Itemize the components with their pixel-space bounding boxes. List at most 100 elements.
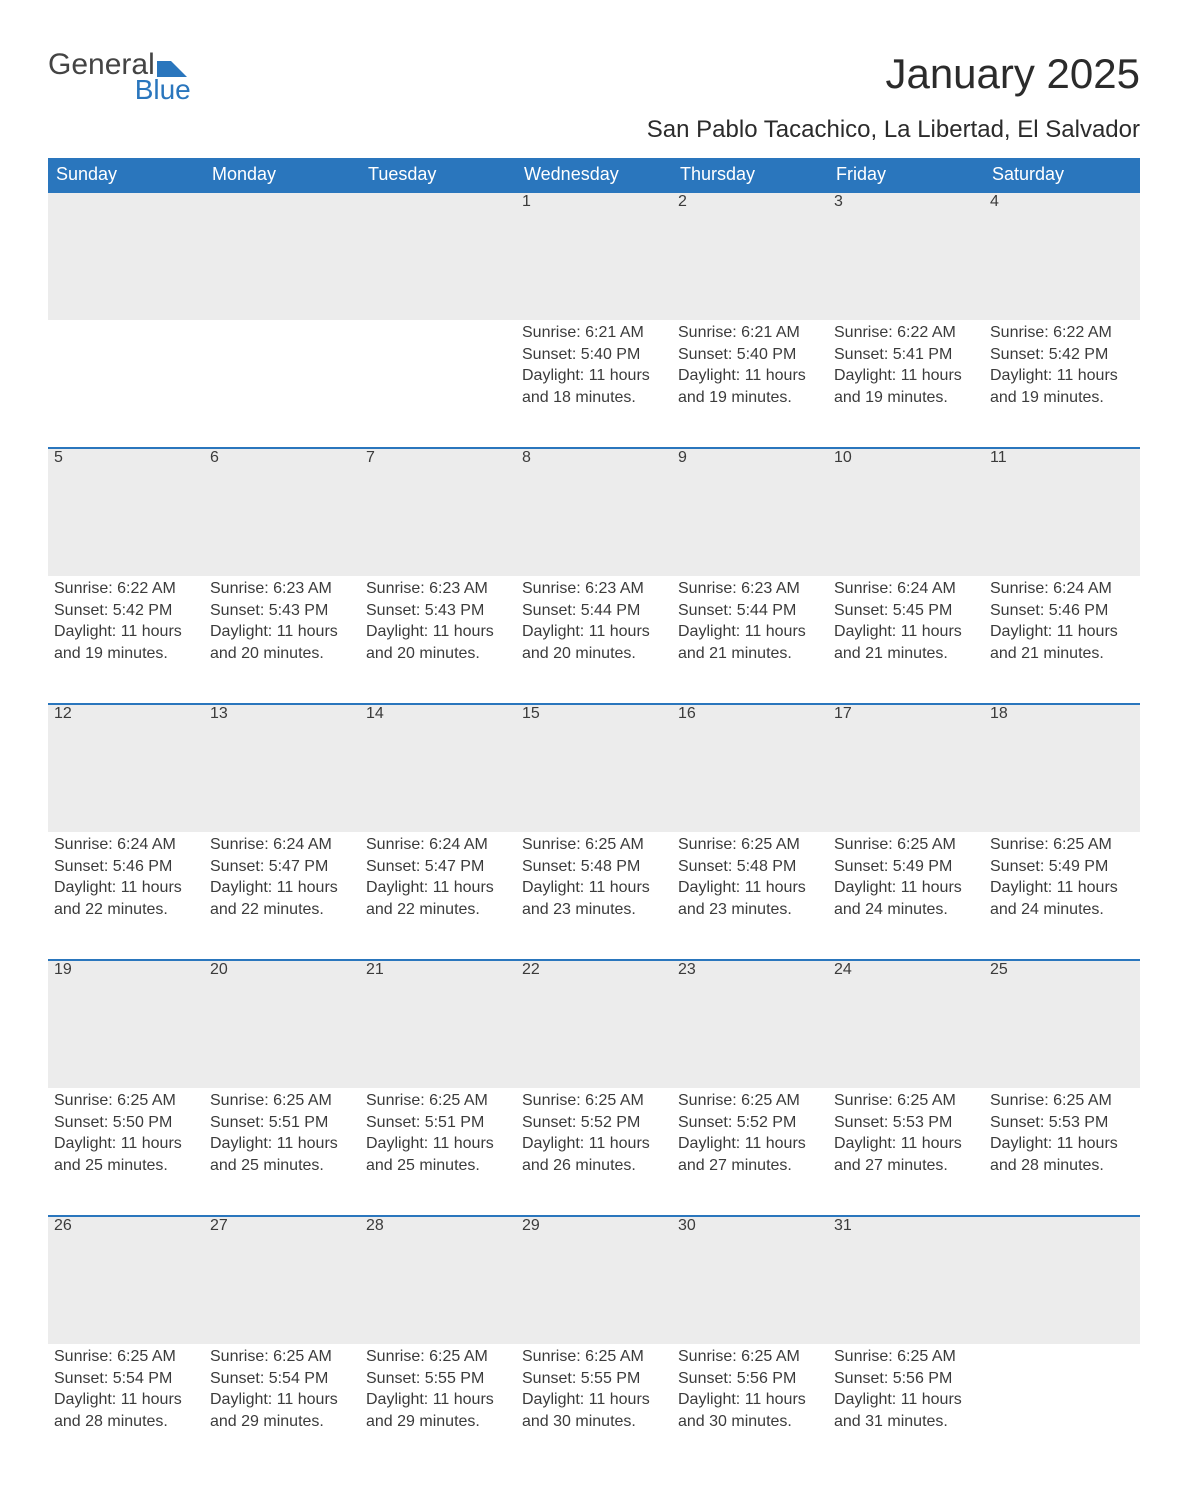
sunset-line: Sunset: 5:43 PM [210,600,354,622]
day-details: Sunrise: 6:25 AMSunset: 5:51 PMDaylight:… [366,1088,510,1176]
day-cell: Sunrise: 6:25 AMSunset: 5:54 PMDaylight:… [204,1344,360,1472]
daylight-line: Daylight: 11 hours and 22 minutes. [210,877,354,920]
day-number-cell [48,192,204,320]
day-number-cell: 6 [204,448,360,576]
day-number-cell: 8 [516,448,672,576]
day-cell: Sunrise: 6:21 AMSunset: 5:40 PMDaylight:… [672,320,828,448]
sunset-line: Sunset: 5:55 PM [522,1368,666,1390]
day-details: Sunrise: 6:25 AMSunset: 5:53 PMDaylight:… [834,1088,978,1176]
sunrise-line: Sunrise: 6:23 AM [522,578,666,600]
sunrise-line: Sunrise: 6:25 AM [54,1090,198,1112]
daylight-line: Daylight: 11 hours and 28 minutes. [990,1133,1134,1176]
sunset-line: Sunset: 5:53 PM [990,1112,1134,1134]
day-cell: Sunrise: 6:25 AMSunset: 5:56 PMDaylight:… [672,1344,828,1472]
day-details: Sunrise: 6:25 AMSunset: 5:48 PMDaylight:… [678,832,822,920]
daylight-line: Daylight: 11 hours and 20 minutes. [522,621,666,664]
day-details: Sunrise: 6:25 AMSunset: 5:49 PMDaylight:… [990,832,1134,920]
sunset-line: Sunset: 5:40 PM [522,344,666,366]
daylight-line: Daylight: 11 hours and 31 minutes. [834,1389,978,1432]
sunset-line: Sunset: 5:42 PM [990,344,1134,366]
day-number-cell: 15 [516,704,672,832]
day-cell: Sunrise: 6:24 AMSunset: 5:47 PMDaylight:… [204,832,360,960]
day-cell: Sunrise: 6:25 AMSunset: 5:55 PMDaylight:… [516,1344,672,1472]
sunset-line: Sunset: 5:46 PM [54,856,198,878]
day-cell: Sunrise: 6:24 AMSunset: 5:45 PMDaylight:… [828,576,984,704]
weekday-header-row: SundayMondayTuesdayWednesdayThursdayFrid… [48,158,1140,192]
sunrise-line: Sunrise: 6:24 AM [366,834,510,856]
daylight-line: Daylight: 11 hours and 21 minutes. [678,621,822,664]
day-number-cell: 29 [516,1216,672,1344]
daylight-line: Daylight: 11 hours and 27 minutes. [834,1133,978,1176]
daylight-line: Daylight: 11 hours and 25 minutes. [54,1133,198,1176]
day-details: Sunrise: 6:25 AMSunset: 5:48 PMDaylight:… [522,832,666,920]
day-cell: Sunrise: 6:25 AMSunset: 5:51 PMDaylight:… [360,1088,516,1216]
sunrise-line: Sunrise: 6:25 AM [522,1090,666,1112]
daylight-line: Daylight: 11 hours and 22 minutes. [366,877,510,920]
sunrise-line: Sunrise: 6:24 AM [210,834,354,856]
day-number-cell: 14 [360,704,516,832]
day-details: Sunrise: 6:25 AMSunset: 5:54 PMDaylight:… [210,1344,354,1432]
day-number-cell: 13 [204,704,360,832]
day-details: Sunrise: 6:24 AMSunset: 5:46 PMDaylight:… [990,576,1134,664]
daylight-line: Daylight: 11 hours and 29 minutes. [210,1389,354,1432]
sunrise-line: Sunrise: 6:25 AM [678,1346,822,1368]
sunset-line: Sunset: 5:53 PM [834,1112,978,1134]
month-title: January 2025 [647,50,1140,98]
sunset-line: Sunset: 5:51 PM [210,1112,354,1134]
day-number-row: 567891011 [48,448,1140,576]
weekday-header: Tuesday [360,158,516,192]
weekday-header: Wednesday [516,158,672,192]
daylight-line: Daylight: 11 hours and 19 minutes. [678,365,822,408]
daylight-line: Daylight: 11 hours and 20 minutes. [210,621,354,664]
day-details: Sunrise: 6:24 AMSunset: 5:45 PMDaylight:… [834,576,978,664]
sunset-line: Sunset: 5:41 PM [834,344,978,366]
day-body-row: Sunrise: 6:24 AMSunset: 5:46 PMDaylight:… [48,832,1140,960]
sunrise-line: Sunrise: 6:21 AM [678,322,822,344]
day-number-cell: 30 [672,1216,828,1344]
day-details: Sunrise: 6:21 AMSunset: 5:40 PMDaylight:… [678,320,822,408]
sunset-line: Sunset: 5:49 PM [834,856,978,878]
sunrise-line: Sunrise: 6:23 AM [366,578,510,600]
day-details: Sunrise: 6:23 AMSunset: 5:44 PMDaylight:… [678,576,822,664]
sunrise-line: Sunrise: 6:22 AM [834,322,978,344]
day-details: Sunrise: 6:25 AMSunset: 5:52 PMDaylight:… [522,1088,666,1176]
day-details: Sunrise: 6:24 AMSunset: 5:46 PMDaylight:… [54,832,198,920]
day-cell: Sunrise: 6:25 AMSunset: 5:48 PMDaylight:… [516,832,672,960]
day-cell [48,320,204,448]
day-body-row: Sunrise: 6:22 AMSunset: 5:42 PMDaylight:… [48,576,1140,704]
day-number-cell: 28 [360,1216,516,1344]
sunrise-line: Sunrise: 6:24 AM [990,578,1134,600]
day-number-cell: 12 [48,704,204,832]
daylight-line: Daylight: 11 hours and 27 minutes. [678,1133,822,1176]
day-number-cell: 10 [828,448,984,576]
day-number-cell: 16 [672,704,828,832]
sunset-line: Sunset: 5:44 PM [522,600,666,622]
daylight-line: Daylight: 11 hours and 25 minutes. [366,1133,510,1176]
sunrise-line: Sunrise: 6:25 AM [678,1090,822,1112]
calendar-table: SundayMondayTuesdayWednesdayThursdayFrid… [48,158,1140,1472]
sunset-line: Sunset: 5:46 PM [990,600,1134,622]
daylight-line: Daylight: 11 hours and 21 minutes. [990,621,1134,664]
day-cell: Sunrise: 6:23 AMSunset: 5:43 PMDaylight:… [204,576,360,704]
sunrise-line: Sunrise: 6:25 AM [54,1346,198,1368]
sunset-line: Sunset: 5:48 PM [522,856,666,878]
day-number-cell: 21 [360,960,516,1088]
day-number-cell: 24 [828,960,984,1088]
sunset-line: Sunset: 5:51 PM [366,1112,510,1134]
day-body-row: Sunrise: 6:25 AMSunset: 5:54 PMDaylight:… [48,1344,1140,1472]
day-details: Sunrise: 6:24 AMSunset: 5:47 PMDaylight:… [366,832,510,920]
day-number-cell: 11 [984,448,1140,576]
day-number-cell: 20 [204,960,360,1088]
sunset-line: Sunset: 5:49 PM [990,856,1134,878]
day-number-cell: 26 [48,1216,204,1344]
sunset-line: Sunset: 5:52 PM [678,1112,822,1134]
day-number-cell: 3 [828,192,984,320]
day-number-cell: 17 [828,704,984,832]
day-details: Sunrise: 6:23 AMSunset: 5:43 PMDaylight:… [366,576,510,664]
sunrise-line: Sunrise: 6:24 AM [54,834,198,856]
sunrise-line: Sunrise: 6:25 AM [834,834,978,856]
page-header: General Blue January 2025 San Pablo Taca… [48,50,1140,144]
day-details: Sunrise: 6:25 AMSunset: 5:52 PMDaylight:… [678,1088,822,1176]
day-number-cell: 9 [672,448,828,576]
day-cell: Sunrise: 6:22 AMSunset: 5:41 PMDaylight:… [828,320,984,448]
